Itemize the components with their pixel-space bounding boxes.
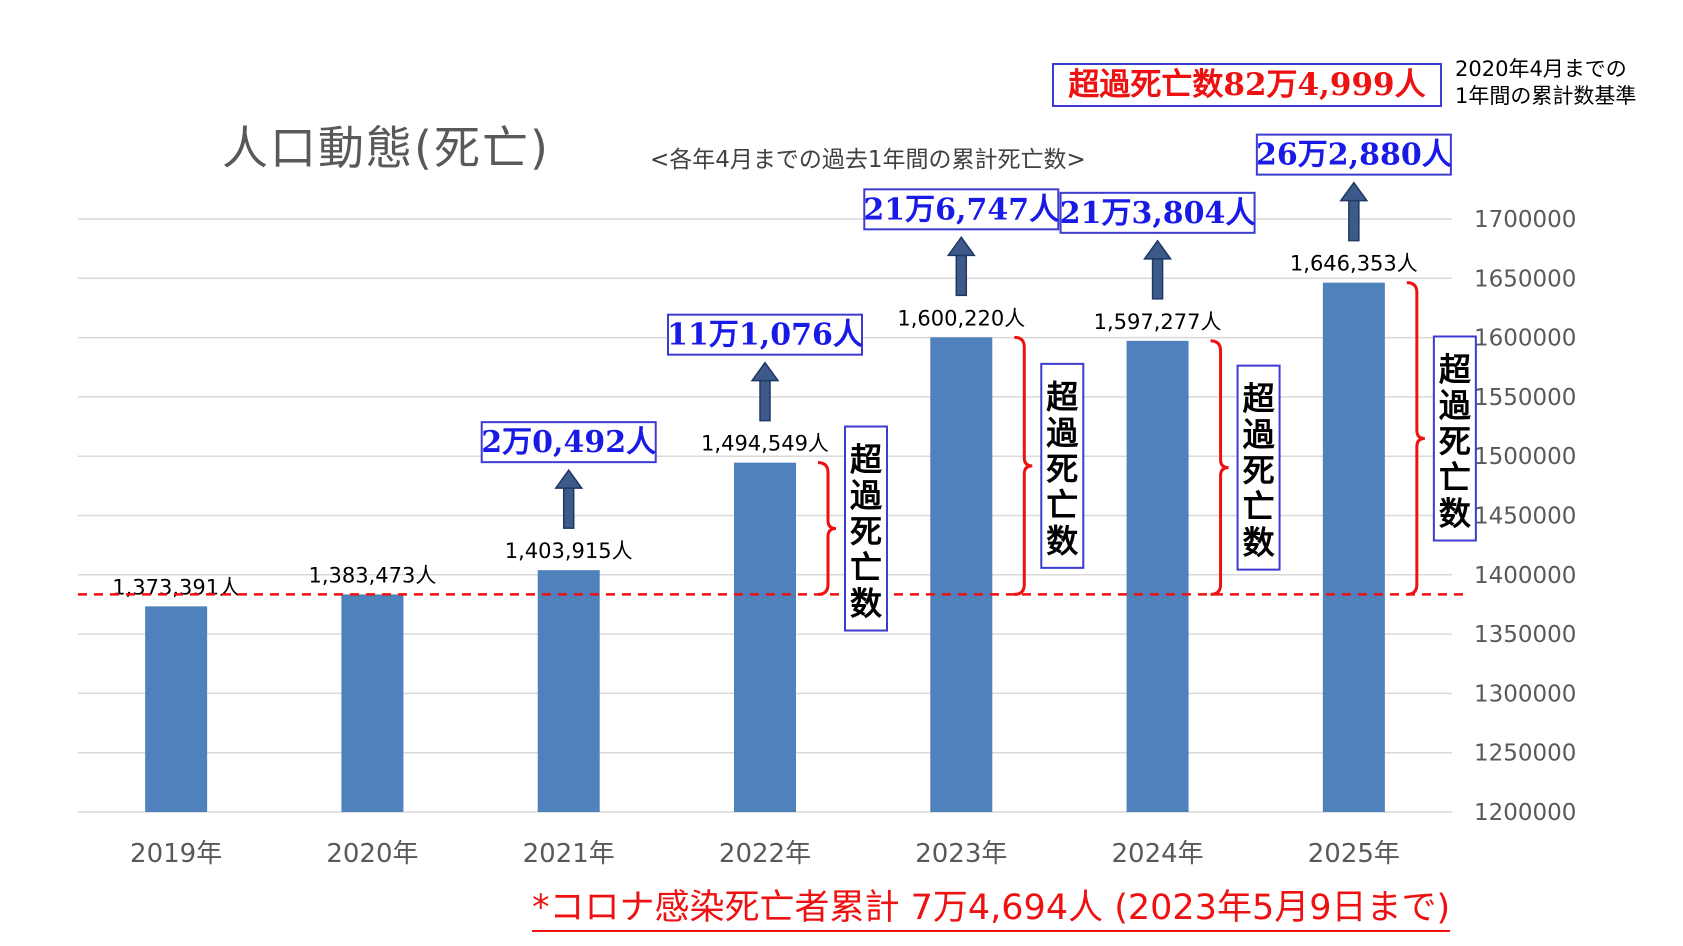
- up-arrow-shaft: [1151, 256, 1164, 300]
- excess-label: 26万2,880人: [1256, 138, 1452, 173]
- excess-label: 11万1,076人: [667, 318, 863, 353]
- bar: [341, 594, 404, 812]
- x-tick-label: 2022年: [719, 839, 811, 869]
- chart-title: 人口動態(死亡): [222, 121, 550, 175]
- excess-bracket: [1014, 335, 1033, 596]
- excess-vertical-char: 数: [1243, 524, 1276, 562]
- excess-label: 21万6,747人: [863, 192, 1059, 227]
- excess-label-box: [1255, 133, 1452, 176]
- data-label: 1,600,220人: [897, 306, 1025, 330]
- excess-vertical-char: 数: [1046, 522, 1079, 560]
- x-tick-label: 2023年: [915, 839, 1007, 869]
- bar: [1322, 282, 1385, 812]
- excess-vertical-char: 死: [1046, 450, 1078, 488]
- x-tick-label: 2020年: [326, 839, 418, 869]
- data-label: 1,597,277人: [1094, 310, 1222, 334]
- up-arrow-head: [750, 361, 780, 382]
- excess-vertical-char: 過: [1046, 414, 1079, 452]
- x-tick-label: 2025年: [1308, 839, 1400, 869]
- excess-label: 2万0,492人: [481, 425, 656, 460]
- up-arrow-shaft: [759, 377, 771, 422]
- excess-vertical-box: [844, 425, 888, 632]
- excess-vertical-char: 超: [1046, 378, 1079, 416]
- excess-vertical-char: 数: [1439, 495, 1472, 533]
- y-tick-label: 1450000: [1474, 504, 1576, 530]
- excess-bracket: [1210, 339, 1229, 596]
- y-tick-label: 1300000: [1474, 681, 1576, 707]
- up-arrow-shaft: [955, 252, 968, 297]
- data-label: 1,403,915人: [505, 539, 633, 563]
- covid-footnote: *コロナ感染死亡者累計 7万4,694人 (2023年5月9日まで): [532, 886, 1451, 932]
- excess-label-box: [1059, 191, 1256, 234]
- up-arrow-head: [1143, 239, 1173, 260]
- x-tick-label: 2019年: [130, 839, 222, 869]
- x-tick-label: 2024年: [1111, 839, 1203, 869]
- bar: [930, 337, 993, 812]
- data-label: 1,646,353人: [1290, 252, 1418, 276]
- bar: [537, 570, 600, 812]
- up-arrow-head: [1339, 181, 1369, 202]
- excess-bracket: [817, 461, 837, 596]
- excess-vertical-char: 過: [850, 477, 883, 515]
- total-excess-box: 超過死亡数82万4,999人: [1052, 63, 1442, 107]
- y-tick-label: 1350000: [1474, 622, 1576, 648]
- excess-vertical-char: 数: [850, 585, 883, 623]
- up-arrow-head: [554, 468, 584, 489]
- chart-subtitle: <各年4月までの過去1年間の累計死亡数>: [650, 147, 1086, 173]
- excess-label-box: [480, 421, 657, 464]
- excess-bracket: [1406, 281, 1425, 596]
- up-arrow-head: [946, 236, 976, 257]
- excess-vertical-char: 超: [850, 441, 883, 479]
- excess-vertical-char: 死: [1439, 423, 1471, 461]
- y-tick-label: 1700000: [1474, 207, 1576, 233]
- up-arrow-shaft: [562, 485, 575, 529]
- baseline-note: 2020年4月までの 1年間の累計数基準: [1455, 56, 1636, 110]
- excess-vertical-char: 超: [1243, 380, 1276, 418]
- bar: [145, 606, 208, 812]
- y-tick-label: 1250000: [1474, 741, 1576, 767]
- excess-vertical-char: 過: [1439, 387, 1472, 425]
- baseline-note-line: 2020年4月までの: [1455, 57, 1627, 81]
- excess-vertical-char: 亡: [1439, 459, 1471, 497]
- bar: [734, 462, 796, 812]
- y-tick-label: 1200000: [1474, 800, 1576, 826]
- y-tick-label: 1400000: [1474, 563, 1576, 589]
- data-label: 1,383,473人: [308, 563, 436, 587]
- excess-label: 21万3,804人: [1060, 196, 1256, 231]
- excess-vertical-box: [1040, 362, 1085, 569]
- excess-vertical-char: 亡: [1243, 488, 1275, 526]
- excess-vertical-box: [1432, 335, 1477, 542]
- y-tick-label: 1550000: [1474, 385, 1576, 411]
- baseline-note-line: 1年間の累計数基準: [1455, 84, 1637, 108]
- excess-vertical-char: 死: [850, 513, 882, 551]
- bar: [1126, 340, 1189, 812]
- y-tick-label: 1650000: [1474, 266, 1576, 292]
- excess-vertical-char: 過: [1243, 416, 1276, 454]
- excess-vertical-char: 超: [1439, 351, 1472, 389]
- excess-label-box: [863, 188, 1060, 231]
- data-label: 1,494,549人: [701, 432, 829, 456]
- excess-vertical-box: [1236, 364, 1281, 571]
- excess-vertical-char: 亡: [850, 549, 882, 587]
- y-tick-label: 1600000: [1474, 326, 1576, 352]
- y-tick-label: 1500000: [1474, 444, 1576, 470]
- excess-label-box: [667, 313, 863, 356]
- data-label: 1,373,391人: [112, 575, 240, 599]
- excess-vertical-char: 亡: [1046, 486, 1078, 524]
- excess-vertical-char: 死: [1243, 452, 1275, 490]
- x-tick-label: 2021年: [523, 839, 615, 869]
- up-arrow-shaft: [1348, 197, 1360, 242]
